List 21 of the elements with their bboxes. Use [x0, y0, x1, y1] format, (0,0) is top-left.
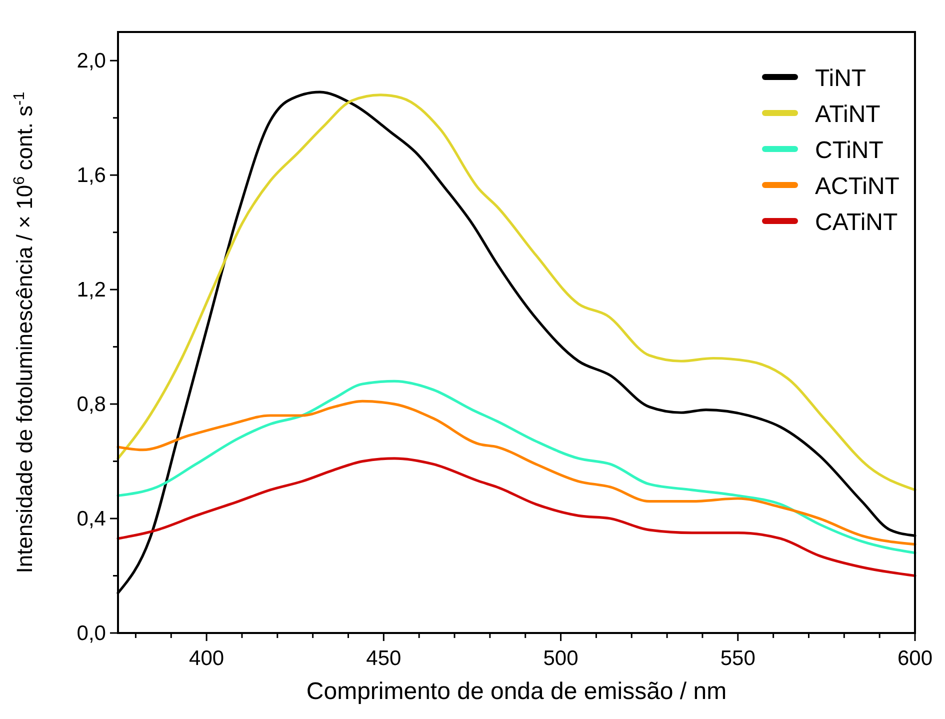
- y-tick-label: 0,8: [76, 393, 106, 416]
- y-tick-label: 1,2: [76, 278, 106, 302]
- legend-label: CATiNT: [815, 209, 898, 236]
- x-tick-label: 600: [897, 647, 933, 670]
- x-tick-label: 550: [720, 647, 756, 670]
- line-series: [116, 380, 916, 554]
- legend-label: CTiNT: [815, 137, 884, 164]
- y-tick-label: 2,0: [76, 50, 106, 73]
- legend-label: TiNT: [815, 65, 866, 92]
- line-series: [116, 400, 916, 546]
- y-tick-label: 0,4: [76, 508, 106, 531]
- legend-label: ATiNT: [815, 101, 881, 128]
- x-tick-label: 400: [189, 647, 224, 670]
- y-tick-label: 0,0: [76, 622, 106, 645]
- legend-label: ACTiNT: [815, 173, 900, 200]
- y-tick-label: 1,6: [76, 164, 106, 188]
- x-tick-label: 500: [543, 647, 578, 670]
- x-tick-label: 450: [366, 647, 402, 670]
- line-series: [116, 457, 916, 578]
- line-series: [116, 94, 916, 492]
- x-axis-title: Comprimento de onda de emissão / nm: [306, 678, 727, 705]
